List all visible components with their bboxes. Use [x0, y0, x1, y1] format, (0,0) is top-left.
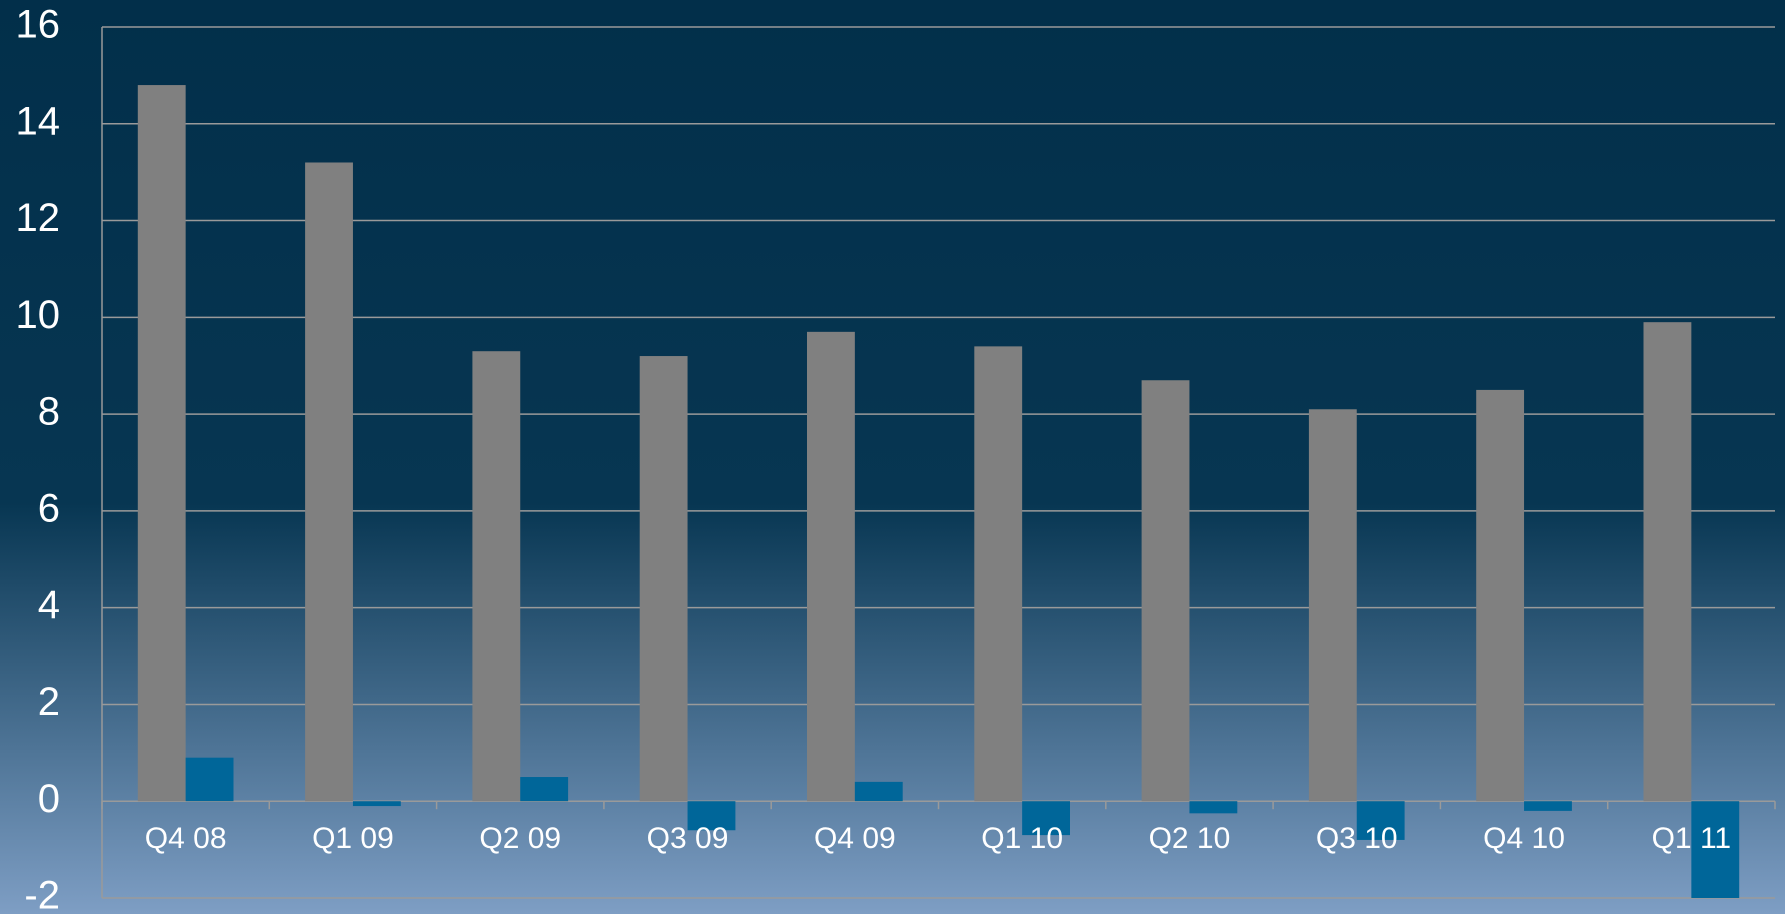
y-tick-label: 2 [38, 680, 60, 724]
x-tick-label: Q2 10 [1149, 822, 1231, 855]
bar [807, 331, 855, 802]
bar [854, 781, 903, 802]
bar [687, 801, 736, 831]
bar [1524, 801, 1572, 811]
y-tick-label: 12 [16, 196, 61, 240]
y-tick-label: 8 [38, 390, 60, 434]
x-tick-label: Q1 10 [981, 822, 1063, 855]
x-tick-label: Q4 09 [814, 822, 896, 855]
y-tick-label: 10 [16, 293, 61, 337]
bar [1189, 801, 1238, 814]
bar [520, 777, 569, 802]
y-tick-label: 0 [38, 777, 60, 821]
bar [1691, 801, 1740, 898]
bar [185, 757, 234, 802]
bar [1643, 322, 1692, 802]
bar [305, 162, 353, 802]
bar [1476, 389, 1525, 802]
x-tick-label: Q4 10 [1483, 822, 1565, 855]
y-tick-label: -2 [24, 874, 60, 914]
bar [137, 85, 186, 802]
x-tick-label: Q1 09 [312, 822, 394, 855]
bar [639, 356, 688, 802]
x-tick-label: Q3 10 [1316, 822, 1398, 855]
bar [1308, 409, 1357, 802]
x-tick-label: Q3 09 [647, 822, 729, 855]
y-tick-label: 6 [38, 486, 60, 530]
x-tick-label: Q2 09 [479, 822, 561, 855]
bar [1022, 801, 1070, 836]
bar [472, 351, 521, 802]
bar [974, 346, 1023, 802]
y-tick-label: 4 [38, 583, 60, 627]
x-tick-label: Q1 11 [1652, 822, 1732, 855]
bar [352, 801, 401, 807]
x-tick-label: Q4 08 [145, 822, 227, 855]
bar [1356, 801, 1405, 840]
y-tick-label: 16 [16, 3, 61, 47]
y-tick-label: 14 [16, 99, 61, 143]
bar [1141, 380, 1190, 802]
